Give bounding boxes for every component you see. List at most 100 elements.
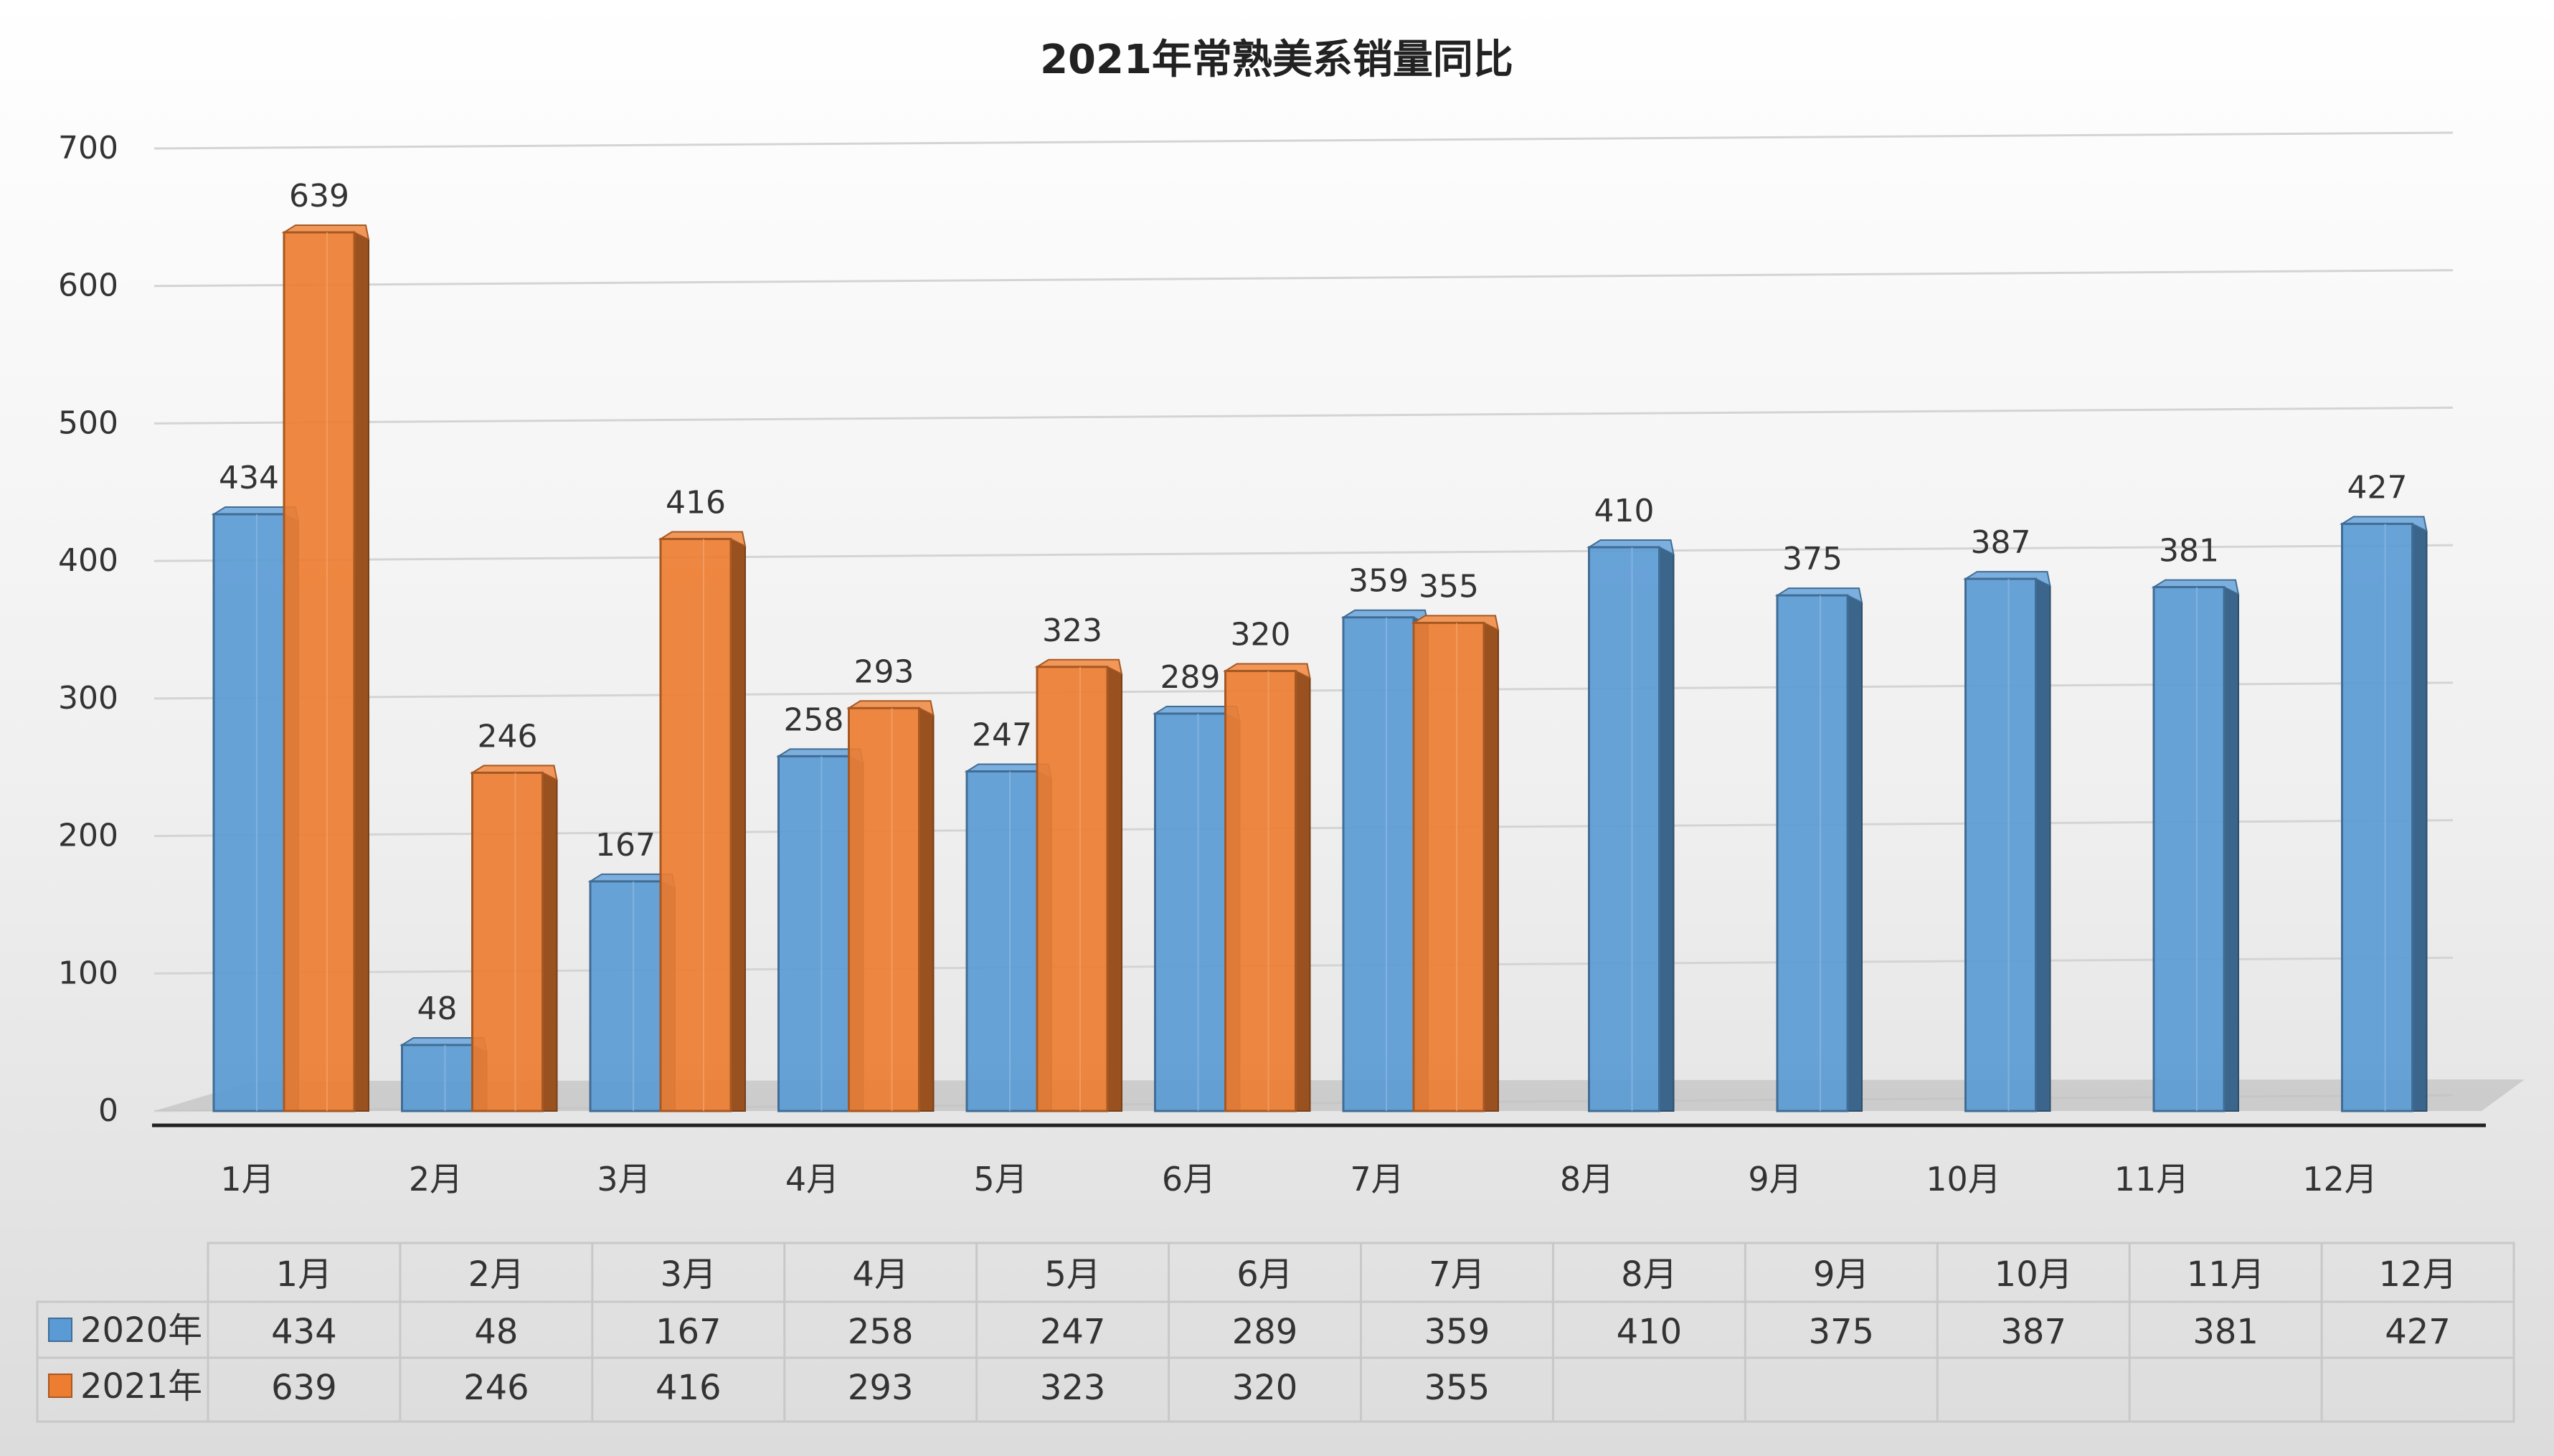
table-value-cell: 167 [656,1312,722,1352]
data-label: 381 [2159,533,2219,569]
table-value-cell: 247 [1040,1312,1106,1352]
legend-label: 2021年 [80,1366,202,1407]
bar [2341,522,2413,1112]
table-value-cell: 320 [1232,1368,1298,1408]
data-label: 434 [219,460,279,496]
bar-side [1483,621,1499,1112]
data-label: 416 [666,484,726,521]
chart-title: 2021年常熟美系销量同比 [1040,37,1513,83]
bar [589,880,662,1112]
table-value-cell: 427 [2385,1312,2451,1352]
data-label: 247 [972,717,1032,753]
table-header-cell: 12月 [2378,1254,2456,1295]
bar [1224,670,1297,1112]
table-header-cell: 9月 [1813,1254,1870,1295]
table-header-cell: 4月 [852,1254,909,1295]
gridline [153,131,2454,150]
x-tick-label: 12月 [2302,1160,2378,1199]
data-label: 387 [1971,524,2031,561]
table-header-cell: 6月 [1236,1254,1293,1295]
bar [2152,586,2226,1112]
data-label: 320 [1231,617,1291,653]
bar-2021年-3月 [658,531,747,1112]
bar-side [2035,577,2051,1112]
bar-side [1658,546,1675,1112]
data-label: 289 [1160,659,1221,696]
y-tick-label: 500 [58,405,118,441]
bar [1036,666,1109,1112]
table-value-cell: 375 [1808,1312,1874,1352]
data-label: 293 [854,653,914,690]
bar-side [1847,594,1863,1112]
gridline [153,269,2454,288]
bar-2021年-6月 [1223,663,1311,1112]
table-value-cell: 323 [1040,1368,1106,1408]
legend-swatch [48,1318,72,1342]
bar-side [1107,666,1122,1112]
floor-plane [154,1079,2525,1111]
bar [283,231,356,1112]
table-value-cell: 293 [848,1368,914,1408]
legend-label: 2020年 [80,1310,202,1351]
table-value-cell: 355 [1424,1368,1490,1408]
bar [1776,594,1849,1112]
bar-2020年-10月 [1963,571,2051,1112]
x-tick-label: 5月 [973,1160,1027,1199]
data-label: 355 [1419,568,1479,605]
bar-side [918,706,935,1112]
y-tick-label: 100 [58,955,118,991]
bar [1588,546,1660,1112]
table-value-cell: 359 [1424,1312,1490,1352]
legend-swatch [48,1374,72,1398]
bar-side [1295,669,1311,1112]
table-header-cell: 7月 [1429,1254,1485,1295]
bar-2021年-1月 [281,224,370,1112]
x-tick-label: 1月 [220,1160,274,1199]
bar-2020年-11月 [2151,579,2240,1112]
bars [211,224,2428,1112]
data-label: 639 [289,178,349,214]
x-tick-label: 10月 [1926,1160,2001,1199]
bar [848,706,920,1112]
table-value-cell: 246 [463,1368,529,1408]
axes: 0 100 200 300 400 500 600 700 1月 2月 3月 4月 5月 6月 7月 8月 9月… [58,130,2486,1199]
table-body [36,1300,2515,1423]
data-label: 359 [1348,563,1409,600]
x-tick-label: 8月 [1560,1160,1614,1199]
data-labels: 434 639 48 246 167 416 258 293 247 323 289 320 359 35… [219,178,2407,1027]
data-label: 375 [1782,541,1843,577]
table-header-cell: 2月 [468,1254,525,1295]
table-value-cell: 434 [271,1312,337,1352]
table-value-cell: 48 [474,1312,518,1352]
data-label: 323 [1042,613,1102,649]
bar [659,537,732,1112]
bar-side [2223,585,2239,1112]
bar-2021年-2月 [470,765,558,1112]
bar [1964,577,2037,1112]
bar [1342,616,1415,1112]
table-header-cell: 11月 [2187,1254,2265,1295]
table-header-cell: 10月 [1995,1254,2073,1295]
bar [965,770,1039,1112]
bar [401,1044,473,1112]
bar-side [730,537,746,1112]
x-tick-label: 6月 [1162,1160,1216,1199]
table-value-cell: 416 [656,1368,722,1408]
table-header-cell: 5月 [1044,1254,1101,1295]
bar-side [354,231,369,1112]
table-value-cell: 387 [2000,1312,2066,1352]
y-tick-label: 0 [98,1092,118,1129]
table-value-cell: 639 [271,1368,337,1408]
x-tick-label: 2月 [409,1160,463,1199]
y-tick-label: 400 [58,542,118,579]
gridline [153,406,2454,425]
bar-2021年-5月 [1034,658,1123,1112]
bar [1412,621,1485,1112]
x-tick-label: 9月 [1748,1160,1802,1199]
chart-floor [154,1079,2525,1111]
bar-side [541,771,558,1112]
data-table: 1月 2月 3月 4月 5月 6月 7月 8月 9月 10月 11月 12月 2020年 434 48 167… [36,1242,2515,1423]
table-header-cell: 3月 [661,1254,717,1295]
table-value-cell: 381 [2193,1312,2259,1352]
